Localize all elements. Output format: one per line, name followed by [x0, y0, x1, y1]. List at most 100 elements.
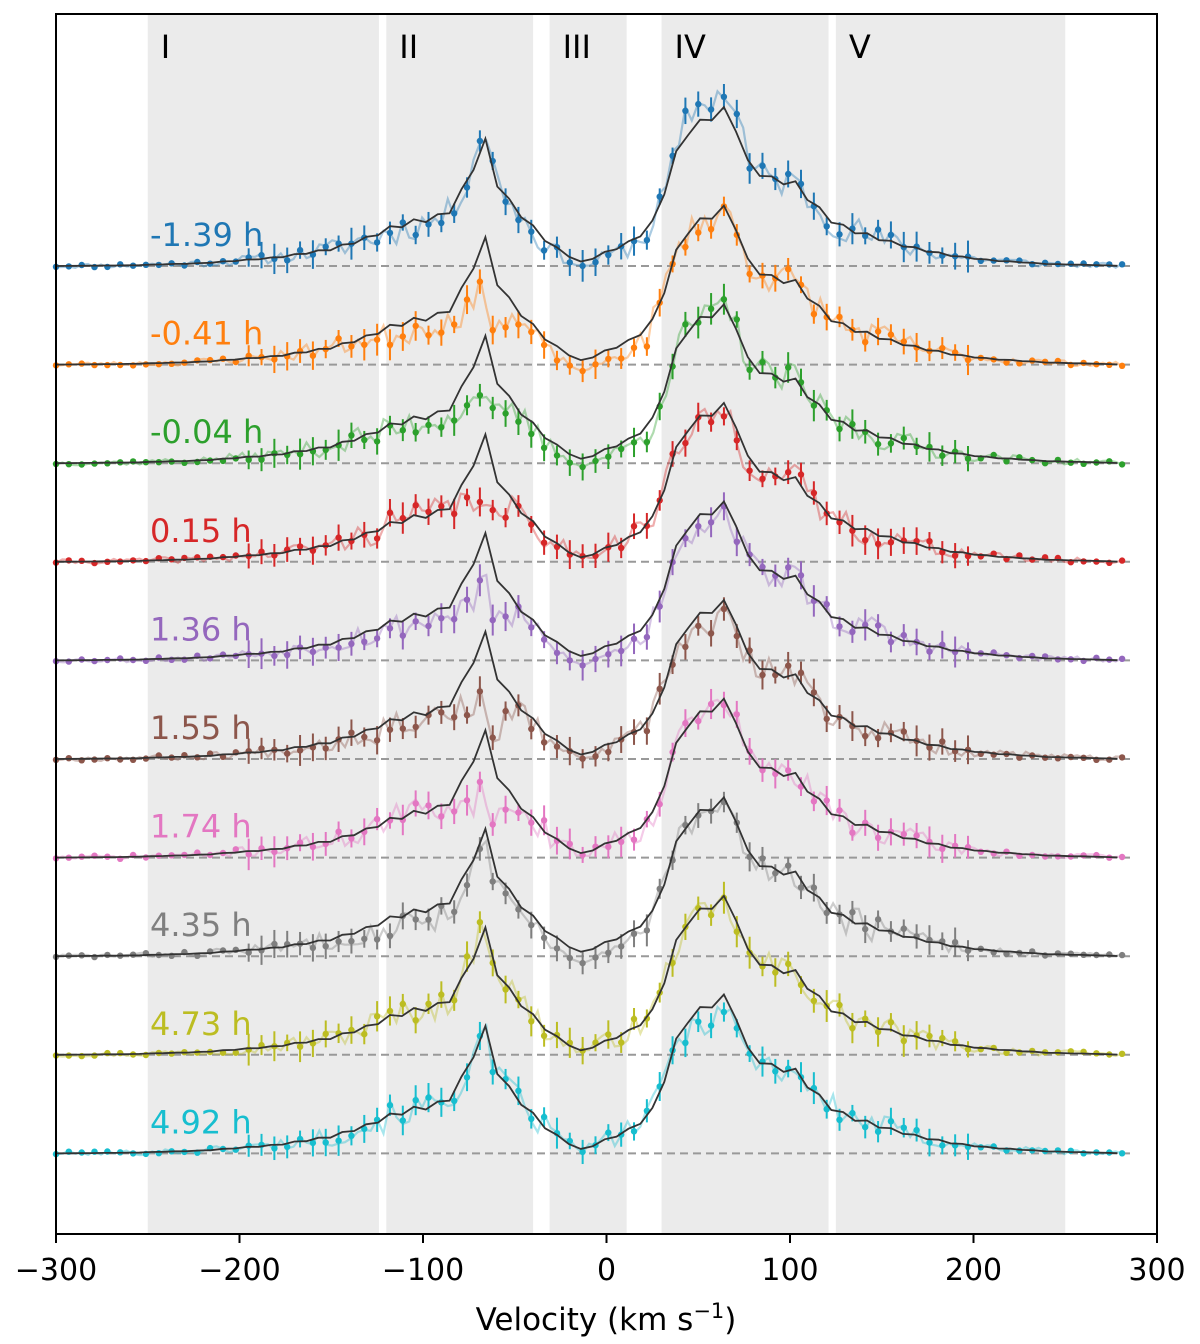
series-5-point — [849, 628, 856, 635]
series-10-point — [412, 1097, 419, 1104]
series-2-point — [168, 360, 175, 367]
series-1-point — [887, 231, 895, 239]
series-9-point — [232, 1049, 239, 1056]
series-2-point — [874, 328, 882, 335]
region-label-5: V — [849, 28, 871, 66]
series-1-point — [117, 261, 124, 268]
series-7-point — [682, 719, 689, 727]
series-5-point — [502, 613, 509, 620]
series-2-point — [553, 357, 561, 364]
series-9-model-line — [55, 894, 1118, 1056]
series-7-point — [695, 717, 702, 725]
series-6-point — [810, 689, 818, 696]
series-7-point — [296, 839, 304, 846]
series-3-point — [258, 456, 265, 463]
series-2-point — [104, 361, 111, 369]
series-7-point — [913, 832, 920, 839]
series-2-point — [900, 338, 907, 345]
series-3-point — [785, 364, 792, 371]
series-3-point — [566, 459, 573, 466]
series-1-point — [425, 221, 432, 228]
series-6-point — [874, 734, 882, 742]
series-6-point — [797, 669, 805, 677]
series-8-point — [515, 906, 522, 913]
series-4-point — [1118, 557, 1126, 564]
series-1-point — [797, 180, 805, 188]
series-4-point — [926, 538, 933, 545]
series-3-point — [874, 440, 882, 448]
series-5-point — [386, 625, 394, 632]
series-3-point — [618, 445, 625, 453]
series-8-point — [900, 925, 907, 932]
series-9-point — [502, 986, 509, 993]
series-3-point — [720, 296, 728, 303]
series-5-point — [1118, 655, 1126, 662]
series-2-point — [566, 362, 573, 369]
region-label-1: I — [161, 28, 170, 66]
series-6-point — [117, 756, 124, 763]
series-8-point — [425, 916, 432, 923]
x-tick-label-0: −300 — [15, 1253, 97, 1288]
series-3-point — [682, 321, 689, 328]
series-1-point — [720, 93, 728, 101]
series-10-point — [245, 1142, 252, 1149]
series-9-point — [772, 969, 779, 976]
series-8-point — [322, 943, 329, 950]
series-10-point — [682, 1039, 689, 1047]
series-1-point — [682, 107, 689, 115]
series-5-point — [438, 615, 445, 622]
series-5-point — [939, 641, 946, 648]
series-7-point — [425, 802, 432, 809]
series-2-point — [438, 329, 445, 336]
series-5-point — [836, 623, 843, 630]
series-4-point — [951, 552, 959, 559]
series-10-point — [605, 1129, 612, 1136]
series-9-point — [451, 997, 458, 1004]
series-5-point — [656, 603, 663, 610]
series-1-point — [823, 223, 830, 230]
series-7-point — [463, 797, 471, 804]
series-1-point — [438, 219, 445, 227]
series-6-label: 1.55 h — [150, 709, 252, 747]
series-1-point — [296, 246, 304, 254]
series-9-point — [605, 1031, 612, 1038]
series-10-point — [451, 1097, 458, 1105]
series-1-point — [258, 251, 265, 259]
series-3-point — [399, 427, 406, 434]
series-2-point — [643, 343, 651, 350]
series-5-point — [759, 563, 766, 571]
series-2-point — [425, 331, 432, 339]
series-1-point — [592, 259, 599, 266]
region-band-1 — [147, 14, 379, 1234]
series-5-point — [900, 631, 907, 639]
series-3-point — [412, 429, 419, 436]
series-5-point — [887, 638, 895, 646]
series-5-label: 1.36 h — [150, 610, 252, 648]
series-2-point — [528, 328, 535, 336]
series-4-point — [425, 508, 432, 515]
series-9-point — [836, 1001, 843, 1009]
series-3-model-line — [55, 302, 1118, 465]
series-8-point — [823, 909, 830, 917]
series-4-point — [463, 494, 471, 501]
region-label-2: II — [399, 28, 418, 66]
series-9-point — [425, 1000, 432, 1007]
series-7-point — [605, 843, 612, 850]
series-10-point — [515, 1087, 522, 1095]
series-5-point — [618, 647, 625, 655]
series-6-point — [463, 711, 471, 719]
series-6-point — [489, 734, 496, 741]
series-5-point — [797, 572, 805, 579]
series-9-point — [412, 1017, 419, 1024]
series-10-point — [695, 1018, 702, 1025]
series-2-point — [515, 321, 522, 328]
series-8-point — [348, 937, 355, 945]
series-1-point — [412, 231, 419, 239]
series-10-point — [823, 1106, 830, 1113]
series-9-point — [296, 1043, 304, 1050]
series-7-point — [618, 838, 625, 846]
series-7-point — [656, 801, 663, 808]
series-1-point — [1041, 259, 1049, 266]
series-1-point — [874, 226, 882, 233]
series-5-point — [733, 538, 740, 545]
